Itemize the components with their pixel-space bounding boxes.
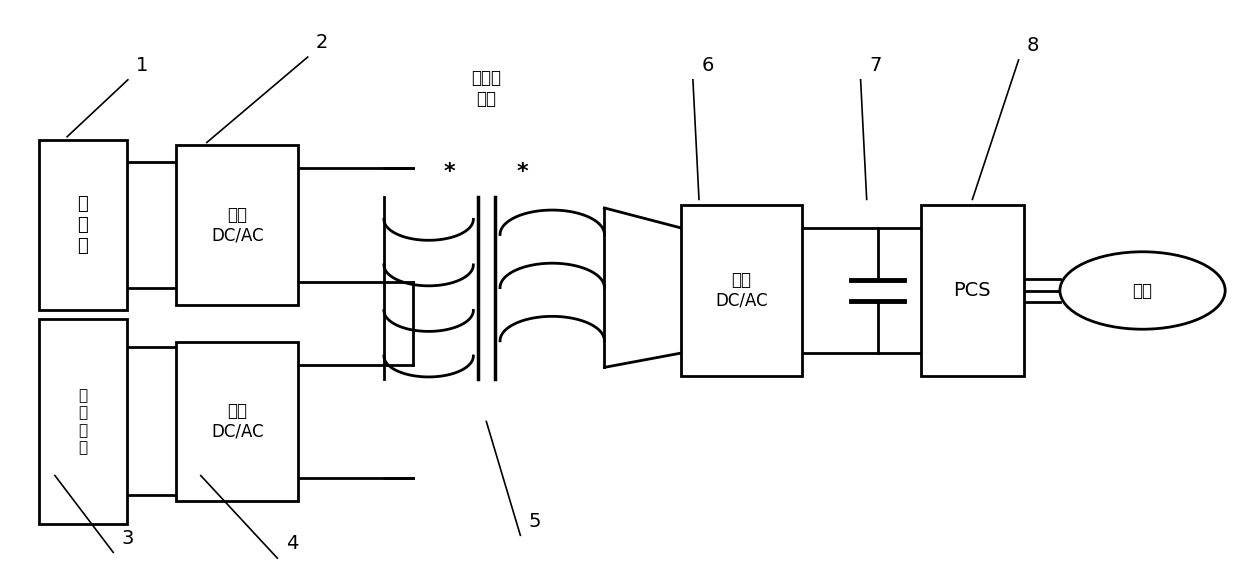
Bar bbox=[40, 319, 126, 524]
Text: PCS: PCS bbox=[954, 281, 991, 300]
Bar bbox=[176, 145, 298, 305]
Text: *: * bbox=[444, 162, 455, 182]
Bar bbox=[681, 205, 802, 376]
Text: 第一
DC/AC: 第一 DC/AC bbox=[211, 206, 264, 245]
Text: 7: 7 bbox=[869, 56, 882, 75]
Text: 6: 6 bbox=[702, 56, 714, 75]
Text: 超
级
电
容: 超 级 电 容 bbox=[78, 388, 88, 455]
Text: 电网: 电网 bbox=[1132, 282, 1152, 299]
Text: 5: 5 bbox=[528, 512, 541, 530]
Text: 8: 8 bbox=[1027, 36, 1039, 55]
Text: 1: 1 bbox=[136, 56, 149, 75]
Text: 蓄
电
池: 蓄 电 池 bbox=[78, 195, 88, 255]
Text: 第二
DC/AC: 第二 DC/AC bbox=[211, 402, 264, 441]
Text: 第三
DC/AC: 第三 DC/AC bbox=[715, 271, 768, 310]
Bar bbox=[40, 139, 126, 310]
Circle shape bbox=[1060, 252, 1225, 329]
Text: *: * bbox=[517, 162, 528, 182]
Bar bbox=[176, 342, 298, 501]
Text: 中频变
压器: 中频变 压器 bbox=[471, 69, 501, 107]
Text: 4: 4 bbox=[285, 535, 298, 553]
Bar bbox=[921, 205, 1024, 376]
Text: 2: 2 bbox=[316, 33, 329, 52]
Text: 3: 3 bbox=[122, 529, 134, 548]
